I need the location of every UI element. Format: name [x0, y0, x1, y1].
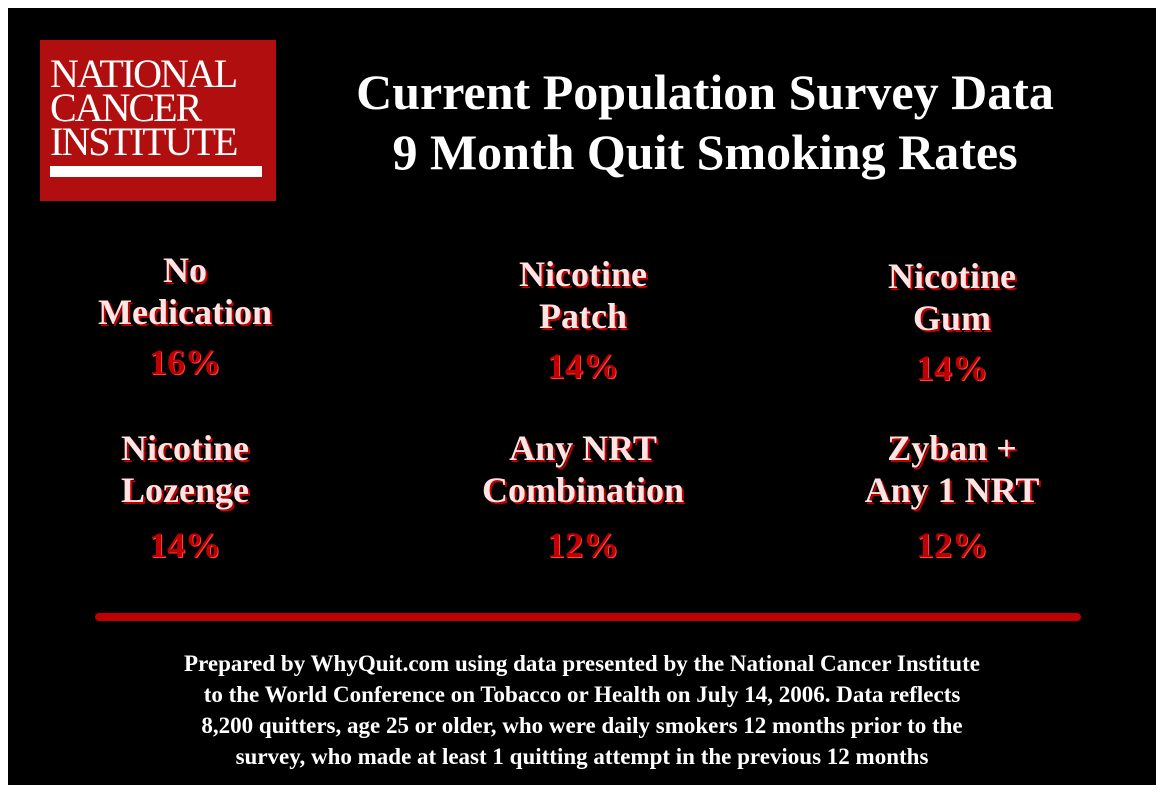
item-label: Nicotine [519, 254, 647, 294]
item-label: Medication [98, 292, 272, 332]
logo: NATIONAL CANCER INSTITUTE [40, 40, 276, 201]
footer-text: to the World Conference on Tobacco or He… [203, 682, 961, 707]
item-label: Zyban + [887, 428, 1017, 468]
divider [95, 613, 1081, 621]
logo-text: NATIONAL [50, 51, 238, 96]
item-label: No [163, 250, 207, 290]
item-label: Nicotine [888, 256, 1016, 296]
item-value: 14% [149, 525, 221, 565]
item-label: Combination [481, 470, 685, 510]
item-label: Lozenge [121, 470, 249, 510]
item-label: Gum [912, 298, 991, 338]
title: 9 Month Quit Smoking Rates [392, 124, 1018, 180]
item-value: 16% [149, 342, 221, 382]
item-label: Patch [539, 296, 627, 336]
footer-text: Prepared by WhyQuit.com using data prese… [184, 651, 980, 676]
logo-text: INSTITUTE [50, 119, 238, 164]
item-value: 14% [547, 346, 619, 386]
item-label: Any 1 NRT [864, 470, 1040, 510]
footer-text: 8,200 quitters, age 25 or older, who wer… [201, 713, 963, 738]
item-label: Nicotine [121, 428, 249, 468]
item-value: 12% [547, 525, 619, 565]
logo-bar [50, 166, 262, 177]
item-value: 14% [916, 348, 988, 388]
footer-text: survey, who made at least 1 quitting att… [235, 744, 929, 769]
item-label: Any NRT [509, 428, 657, 468]
title: Current Population Survey Data [356, 64, 1054, 120]
logo-text: CANCER [50, 85, 202, 130]
item-value: 12% [916, 525, 988, 565]
